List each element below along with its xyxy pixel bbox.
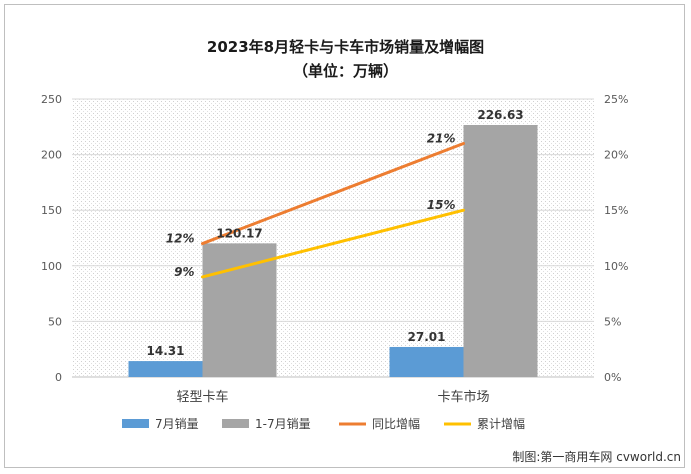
series-line [201,208,465,279]
bar [389,346,464,377]
bar-value-label: 226.63 [477,108,523,122]
y-tick-label: 200 [41,149,62,162]
bar [202,243,277,377]
bars [128,124,538,377]
y2-tick-label: 10% [604,260,628,273]
lines [201,141,465,279]
series-line [201,141,465,246]
bar [463,124,538,377]
line-value-label: 12% [166,232,195,246]
bar-value-label: 14.31 [147,344,185,358]
line-value-label: 15% [427,198,456,212]
x-category-label: 轻型卡车 [176,389,228,405]
line-value-label: 9% [174,265,194,279]
bar-value-label: 120.17 [216,226,262,240]
legend-label: 同比增幅 [372,416,420,431]
legend: 7月销量 1-7月销量 同比增幅 累计增幅 [122,416,525,431]
credit-text: 制图:第一商用车网 cvworld.cn [512,450,681,464]
legend-swatch [222,419,249,428]
y-tick-label: 50 [48,315,62,328]
chart-subtitle: （单位：万辆） [292,62,398,80]
y2-tick-label: 25% [604,93,628,106]
y-tick-label: 0 [55,371,62,384]
y-tick-label: 100 [41,260,62,273]
line-value-label: 21% [427,131,456,145]
y-tick-label: 150 [41,204,62,217]
y2-tick-label: 0% [604,371,621,384]
legend-label: 累计增幅 [477,416,525,431]
labels: 14.31 27.01 120.17 226.63 12% 21% 9% 15% [147,108,524,358]
y2-tick-label: 15% [604,204,628,217]
legend-label: 1-7月销量 [255,417,311,431]
bar [128,361,203,377]
legend-swatch [122,419,149,428]
legend-label: 7月销量 [155,417,199,431]
y-tick-label: 250 [41,93,62,106]
x-category-label: 卡车市场 [437,389,489,405]
axes: 0 0% 50 5% 100 10% 150 15% 200 20% 250 25% 轻型卡车 卡车市场 [41,93,628,405]
chart-title: 2023年8月轻卡与卡车市场销量及增幅图 [206,38,485,56]
bar-value-label: 27.01 [408,330,446,344]
y2-tick-label: 5% [604,315,621,328]
y2-tick-label: 20% [604,149,628,162]
